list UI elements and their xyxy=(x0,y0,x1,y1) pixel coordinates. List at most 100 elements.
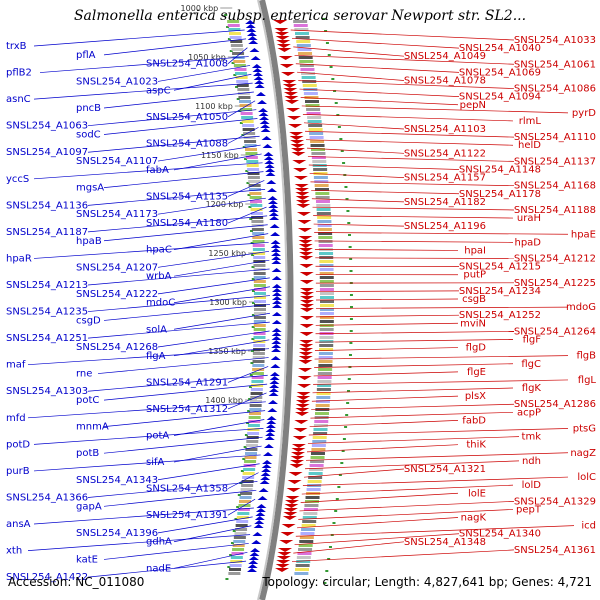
feature-block xyxy=(247,424,260,427)
reverse-gene-leader xyxy=(308,428,569,436)
feature-block xyxy=(242,128,255,131)
feature-block xyxy=(247,172,260,175)
feature-block xyxy=(313,428,328,431)
feature-block xyxy=(314,184,329,187)
feature-block xyxy=(307,120,322,123)
reverse-cds-arrow xyxy=(277,48,292,52)
ruler-dot xyxy=(341,450,345,452)
feature-block xyxy=(319,348,334,351)
feature-block xyxy=(240,488,253,491)
reverse-cds-arrow xyxy=(298,368,313,372)
forward-gene-label: SNSL254_A1050 xyxy=(146,112,228,123)
reverse-cds-arrow xyxy=(297,220,312,224)
feature-block xyxy=(319,316,334,319)
feature-block xyxy=(318,352,333,355)
forward-cds-arrow xyxy=(249,552,260,556)
forward-cds-arrow xyxy=(257,496,268,500)
reverse-gene-label: SNSL254_A1215 xyxy=(459,262,541,273)
forward-gene-label: SNSL254_A1291 xyxy=(146,377,228,388)
forward-gene-label: yccS xyxy=(6,174,29,185)
reverse-cds-arrow xyxy=(275,36,290,40)
accession-text: Accession: NC_011080 xyxy=(8,575,144,589)
feature-block xyxy=(246,436,259,439)
ruler-dot xyxy=(327,558,331,560)
feature-block xyxy=(229,32,242,35)
ruler-dot xyxy=(249,374,253,376)
ruler-dot xyxy=(225,578,229,580)
feature-block xyxy=(302,80,317,83)
feature-block xyxy=(248,416,261,419)
reverse-gene-leader xyxy=(300,97,459,106)
forward-cds-arrow xyxy=(254,80,265,84)
feature-block xyxy=(253,256,266,259)
reverse-gene-label: SNSL254_A1122 xyxy=(404,148,486,159)
forward-cds-arrow xyxy=(264,436,275,440)
feature-block xyxy=(237,88,250,91)
reverse-gene-label: flgC xyxy=(521,359,541,370)
forward-gene-label: SNSL254_A1251 xyxy=(6,333,88,344)
reverse-gene-label: SNSL254_A1078 xyxy=(404,75,486,86)
feature-block xyxy=(310,452,325,455)
feature-block xyxy=(319,264,334,267)
forward-gene-leader xyxy=(33,428,264,445)
ruler-dot xyxy=(337,126,341,128)
ruler-dot xyxy=(329,66,333,68)
ruler-dot xyxy=(242,146,246,148)
reverse-gene-label: SNSL254_A1103 xyxy=(404,124,486,135)
feature-block xyxy=(243,468,256,471)
feature-block xyxy=(235,528,248,531)
ruler-dot xyxy=(246,422,250,424)
feature-block xyxy=(237,92,250,95)
ruler-dot xyxy=(226,26,230,28)
feature-block xyxy=(238,96,251,99)
forward-cds-arrow xyxy=(267,196,278,200)
feature-block xyxy=(249,400,262,403)
reverse-cds-arrow xyxy=(296,392,311,396)
reverse-gene-label: SNSL254_A1168 xyxy=(514,181,596,192)
ruler-dot xyxy=(345,198,349,200)
forward-cds-arrow xyxy=(245,24,256,28)
feature-block xyxy=(318,368,333,371)
forward-gene-label: SNSL254_A1358 xyxy=(146,484,228,495)
reverse-cds-arrow xyxy=(298,356,313,360)
reverse-gene-label: SNSL254_A1348 xyxy=(404,537,486,548)
reverse-gene-label: SNSL254_A1049 xyxy=(404,51,486,62)
ruler-dot xyxy=(336,114,340,116)
forward-cds-arrow xyxy=(265,432,276,436)
feature-block xyxy=(299,64,314,67)
kbp-tick-label: 1300 kbp xyxy=(209,298,247,307)
forward-cds-arrow xyxy=(264,164,275,168)
map-title: Salmonella enterica subsp. enterica sero… xyxy=(74,8,526,24)
forward-cds-arrow xyxy=(270,244,281,248)
feature-block xyxy=(308,128,323,131)
reverse-gene-label: pepN xyxy=(460,100,486,111)
forward-gene-leader xyxy=(87,215,268,233)
feature-block xyxy=(299,540,314,543)
forward-gene-leader xyxy=(227,366,269,383)
reverse-cds-arrow xyxy=(298,240,313,244)
forward-gene-leader xyxy=(173,339,270,357)
feature-block xyxy=(318,356,333,359)
forward-gene-leader xyxy=(103,383,268,401)
reverse-cds-arrow xyxy=(299,296,314,300)
ruler-dot xyxy=(325,570,329,572)
feature-block xyxy=(253,344,266,347)
feature-block xyxy=(293,20,308,23)
reverse-gene-leader xyxy=(291,549,515,562)
feature-block xyxy=(244,148,257,151)
reverse-cds-arrow xyxy=(281,72,296,76)
feature-block xyxy=(317,216,332,219)
reverse-gene-leader xyxy=(299,500,515,512)
reverse-gene-label: ndh xyxy=(522,456,541,467)
forward-gene-leader xyxy=(87,321,270,339)
forward-gene-leader xyxy=(87,295,271,312)
forward-gene-label: mgsA xyxy=(76,183,104,194)
reverse-cds-arrow xyxy=(299,308,314,312)
forward-gene-label: SNSL254_A1366 xyxy=(6,492,88,503)
forward-gene-leader xyxy=(173,233,269,250)
forward-cds-arrow xyxy=(271,252,282,256)
ruler-dot xyxy=(323,582,327,584)
forward-gene-leader xyxy=(227,392,267,410)
forward-cds-arrow xyxy=(254,520,265,524)
